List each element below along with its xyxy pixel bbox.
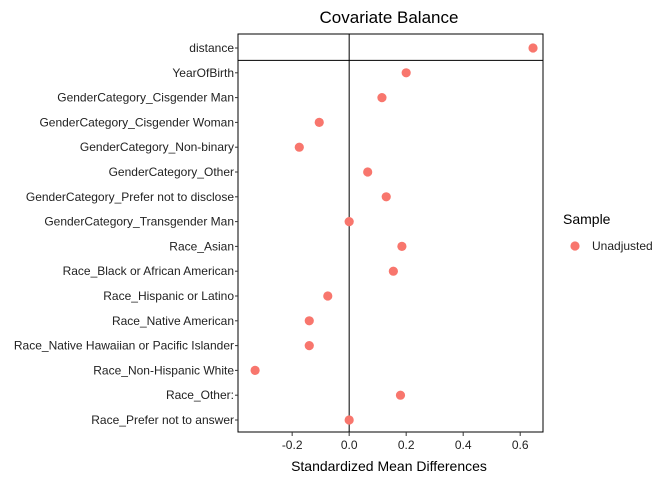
y-tick-label: GenderCategory_Prefer not to disclose: [26, 190, 234, 204]
data-point: [397, 241, 407, 251]
data-point: [377, 93, 387, 103]
plot-panel-border: [237, 33, 544, 433]
legend-entries: Unadjusted: [570, 239, 653, 253]
data-point: [344, 217, 354, 227]
data-point: [388, 266, 398, 276]
y-tick-label: distance: [189, 41, 234, 55]
data-point: [401, 68, 411, 78]
y-tick-label: Race_Prefer not to answer: [91, 413, 234, 427]
x-axis-tick-labels: -0.2 0.0 0.2 0.4 0.6: [282, 438, 529, 452]
y-axis-tick-labels: distance YearOfBirth GenderCategory_Cisgen…: [14, 41, 234, 427]
data-points: [250, 43, 538, 425]
y-tick-label: Race_Hispanic or Latino: [103, 289, 234, 303]
x-tick-label: 0.6: [512, 438, 529, 452]
data-point: [344, 415, 354, 425]
plot-area: [235, 33, 544, 436]
y-tick-label: Race_Native Hawaiian or Pacific Islander: [14, 339, 234, 353]
y-tick-label: Race_Native American: [112, 314, 234, 328]
x-tick-label: 0.4: [455, 438, 472, 452]
x-axis-label: Standardized Mean Differences: [291, 458, 487, 474]
y-tick-label: YearOfBirth: [172, 66, 234, 80]
y-tick-label: Race_Asian: [169, 239, 234, 253]
data-point: [304, 341, 314, 351]
y-tick-label: GenderCategory_Cisgender Man: [57, 91, 234, 105]
legend: Sample Unadjusted: [563, 211, 653, 253]
y-tick-label: GenderCategory_Other: [109, 165, 234, 179]
data-point: [314, 117, 324, 127]
y-tick-label: Race_Black or African American: [63, 264, 234, 278]
chart-title: Covariate Balance: [320, 8, 459, 27]
data-point: [381, 192, 391, 202]
x-tick-label: 0.2: [398, 438, 415, 452]
x-tick-label: 0.0: [341, 438, 358, 452]
y-tick-label: GenderCategory_Cisgender Woman: [39, 115, 234, 129]
y-tick-label: GenderCategory_Transgender Man: [44, 215, 234, 229]
legend-key: [570, 241, 580, 251]
data-point: [395, 390, 406, 400]
x-tick-label: -0.2: [282, 438, 303, 452]
y-tick-label: GenderCategory_Non-binary: [80, 140, 234, 154]
legend-title: Sample: [563, 211, 611, 227]
x-axis-ticks: [291, 432, 521, 436]
data-point: [294, 142, 304, 152]
legend-label: Unadjusted: [592, 239, 653, 253]
data-point: [363, 167, 373, 177]
data-point: [304, 316, 314, 326]
data-point: [250, 365, 260, 375]
data-point: [323, 291, 333, 301]
data-point: [528, 43, 538, 53]
y-tick-label: Race_Other:: [166, 388, 234, 402]
y-axis-ticks: [235, 47, 238, 421]
y-tick-label: Race_Non-Hispanic White: [93, 363, 234, 377]
